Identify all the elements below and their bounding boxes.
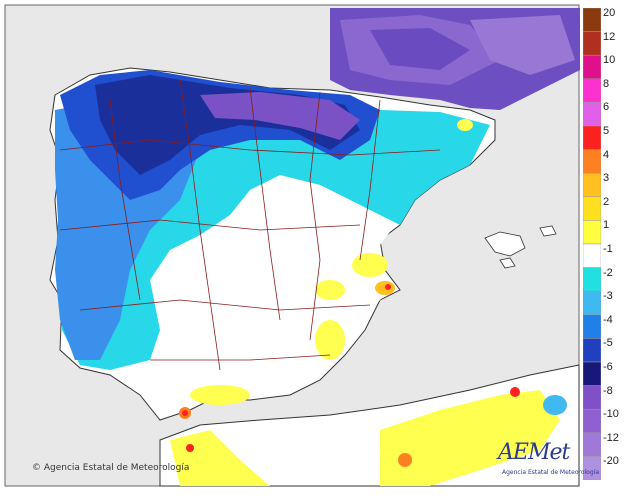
- legend-colorbar: [583, 8, 601, 480]
- legend-swatch: [583, 172, 601, 198]
- legend-label: -20: [603, 455, 619, 468]
- legend-label: 8: [603, 77, 610, 90]
- legend-label: 1: [603, 219, 610, 232]
- logo-subtitle: Agencia Estatal de Meteorología: [502, 469, 599, 476]
- copyright-text: © Agencia Estatal de Meteorología: [32, 463, 189, 473]
- legend-label: 3: [603, 172, 610, 185]
- legend-swatch: [583, 267, 601, 292]
- legend-label: -2: [603, 266, 613, 279]
- legend-swatch: [583, 54, 601, 80]
- legend-label: -4: [603, 313, 613, 326]
- legend-swatch: [583, 78, 601, 103]
- legend-swatch: [583, 314, 601, 339]
- legend-swatch: [583, 220, 601, 245]
- legend-label: -8: [603, 384, 613, 397]
- legend-label: -12: [603, 431, 619, 444]
- logo-name: AEMet: [498, 440, 570, 465]
- legend-label: -5: [603, 337, 613, 350]
- legend-label: 2: [603, 195, 610, 208]
- copyright-icon: ©: [32, 463, 41, 473]
- legend-swatch: [583, 408, 601, 434]
- legend-label: -10: [603, 408, 619, 421]
- legend-swatch: [583, 31, 601, 56]
- legend-swatch: [583, 361, 601, 386]
- balearic-islands: [484, 231, 526, 257]
- legend-swatch: [583, 102, 601, 127]
- legend-label: 6: [603, 101, 610, 114]
- legend-swatch: [583, 432, 601, 457]
- legend-label: -1: [603, 243, 613, 255]
- legend-label: 20: [603, 7, 616, 19]
- legend-label: -6: [603, 361, 613, 373]
- legend-label: 4: [603, 148, 610, 161]
- copyright-label: Agencia Estatal de Meteorología: [43, 463, 190, 473]
- legend-swatch: [583, 338, 601, 363]
- legend-swatch: [583, 8, 601, 32]
- legend-swatch: [583, 125, 601, 150]
- legend-swatch: [583, 243, 601, 268]
- legend-label: 12: [603, 30, 616, 43]
- legend-label: 5: [603, 125, 610, 137]
- legend-swatch: [583, 290, 601, 316]
- legend-swatch: [583, 196, 601, 221]
- legend-swatch: [583, 149, 601, 174]
- legend-label: -3: [603, 290, 613, 303]
- legend-label: 10: [603, 54, 616, 67]
- legend-swatch: [583, 385, 601, 410]
